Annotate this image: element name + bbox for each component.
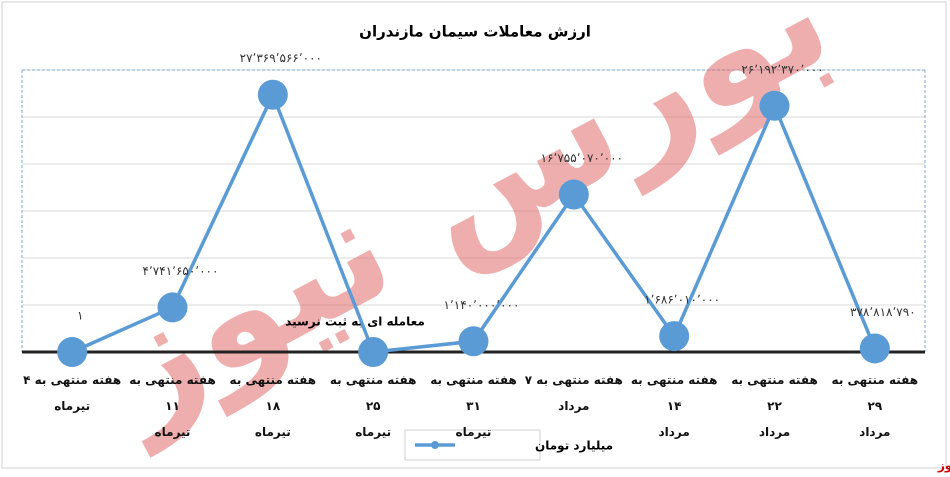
legend-marker [431, 441, 439, 449]
chart-border [1, 1, 947, 469]
point [257, 79, 288, 110]
data-label: ۲۶٬۱۹۲٬۳۷۰٬۰۰۰ [741, 62, 823, 76]
point [659, 321, 690, 352]
x-tick-label: هفته منتهی به ۲۹ مرداد [831, 373, 919, 439]
data-label: ۱٬۶۸۶٬۰۱۰٬۰۰۰ [644, 293, 720, 307]
x-tick-label: هفته منتهی به ۱۱ تیرماه [129, 373, 216, 439]
data-label: ۱ [77, 309, 83, 323]
annotation: معامله ای به ثبت نرسید [285, 315, 425, 329]
x-tick-label: هفته منتهی به ۱۴ مرداد [630, 373, 718, 439]
x-tick-label: هفته منتهی به ۷ مرداد [524, 373, 623, 413]
point [157, 292, 188, 323]
chart-title: ارزش معاملات سیمان مازندران [359, 23, 591, 41]
data-label: ۱۶٬۷۵۵٬۰۷۰٬۰۰۰ [541, 151, 623, 165]
x-tick-label: هفته منتهی به ۴ تیرماه [23, 373, 122, 413]
x-tick-label: هفته منتهی به ۱۸ تیرماه [229, 373, 317, 439]
source: بورس نیوز [937, 459, 950, 474]
x-tick-label: هفته منتهی به ۲۵ تیرماه [329, 373, 417, 439]
point [458, 326, 489, 357]
data-label: ۳۷۸٬۸۱۸٬۷۹۰ [850, 305, 916, 319]
point [759, 90, 790, 121]
data-label: ۴٬۷۴۱٬۶۵۰٬۰۰۰ [143, 264, 219, 278]
data-label: ۱٬۱۴۰٬۰۰۰٬۰۰۰ [444, 298, 520, 312]
legend-label: میلیارد تومان [535, 439, 613, 454]
x-tick-label: هفته منتهی به ۲۲ مرداد [731, 373, 818, 439]
point [859, 333, 890, 364]
point [358, 337, 389, 367]
data-label: ۲۷٬۳۶۹٬۵۶۶٬۰۰۰ [240, 51, 322, 65]
point [558, 179, 589, 210]
x-tick-label: هفته منتهی به ۳۱ تیرماه [430, 373, 517, 439]
point [57, 337, 88, 367]
